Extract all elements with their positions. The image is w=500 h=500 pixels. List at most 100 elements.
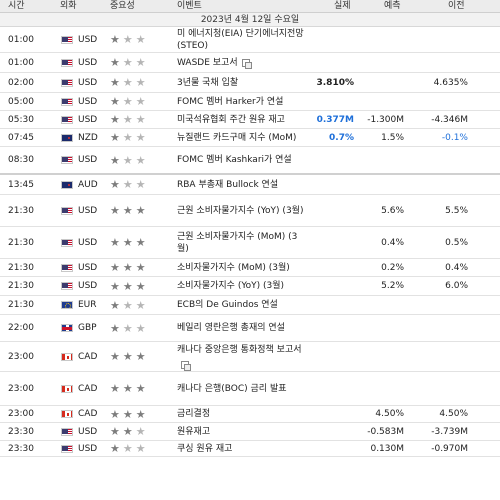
event-name-label[interactable]: FOMC 멤버 Kashkari가 연설: [177, 155, 292, 165]
event-name-label[interactable]: 캐나다 중앙은행 통화정책 보고서: [177, 345, 302, 356]
star-icon: ★: [135, 425, 146, 438]
event-actual: [300, 441, 354, 456]
star-icon: ★: [122, 279, 133, 293]
document-icon[interactable]: [181, 360, 191, 371]
importance-stars: ★ ★ ★: [110, 227, 166, 258]
importance-stars: ★ ★ ★: [110, 277, 166, 295]
event-name[interactable]: FOMC 멤버 Harker가 연설: [177, 93, 307, 110]
event-row[interactable]: 21:30 USD ★ ★ ★ 소비자물가지수 (YoY) (3월) 5.2% 6.0%: [0, 277, 500, 296]
flag-us-icon: [60, 238, 73, 247]
event-row[interactable]: 23:30 USD ★ ★ ★ 원유재고 -0.583M -3.739M: [0, 423, 500, 441]
event-name[interactable]: 미 에너지청(EIA) 단기에너지전망(STEO): [177, 27, 307, 52]
event-previous: [420, 315, 468, 341]
event-time: 23:00: [8, 409, 34, 419]
document-icon[interactable]: [241, 58, 252, 69]
event-row[interactable]: 22:00 GBP ★ ★ ★ 베일리 영란은행 총재의 연설: [0, 315, 500, 342]
event-name-label[interactable]: 미 에너지청(EIA) 단기에너지전망(STEO): [177, 28, 304, 51]
importance-stars: ★ ★ ★: [110, 259, 166, 276]
event-row[interactable]: 23:00 CAD ★ ★ ★ 캐나다 은행(BOC) 금리 발표: [0, 372, 500, 406]
event-name-label[interactable]: ECB의 De Guindos 연설: [177, 300, 278, 310]
event-name-label[interactable]: 뉴질랜드 카드구매 지수 (MoM): [177, 132, 297, 143]
event-name[interactable]: 쿠싱 원유 재고: [177, 441, 307, 456]
event-name-label[interactable]: 근원 소비자물가지수 (MoM) (3월): [177, 231, 298, 254]
event-name-label[interactable]: 베일리 영란은행 총재의 연설: [177, 323, 285, 333]
event-previous: -0.1%: [441, 132, 468, 143]
importance-stars: ★ ★ ★: [110, 53, 166, 72]
flag-cell: [60, 175, 73, 194]
event-forecast: 0.4%: [381, 237, 404, 248]
event-row[interactable]: 21:30 USD ★ ★ ★ 근원 소비자물가지수 (YoY) (3월) 5.6% 5.5%: [0, 195, 500, 227]
star-icon: ★: [110, 382, 120, 395]
event-currency: AUD: [78, 179, 98, 190]
event-name[interactable]: 소비자물가지수 (MoM) (3월): [177, 259, 307, 276]
event-row[interactable]: 01:00 USD ★ ★ ★ WASDE 보고서: [0, 53, 500, 73]
importance-stars: ★ ★ ★: [110, 441, 166, 456]
event-name-label[interactable]: 쿠싱 원유 재고: [177, 443, 233, 454]
event-name[interactable]: ECB의 De Guindos 연설: [177, 296, 307, 314]
event-name[interactable]: 미국석유협회 주간 원유 재고: [177, 111, 307, 128]
event-name-label[interactable]: 원유재고: [177, 426, 211, 437]
event-name[interactable]: 근원 소비자물가지수 (YoY) (3월): [177, 195, 307, 226]
event-name[interactable]: 뉴질랜드 카드구매 지수 (MoM): [177, 129, 307, 146]
event-name[interactable]: 베일리 영란은행 총재의 연설: [177, 315, 307, 341]
event-row[interactable]: 05:00 USD ★ ★ ★ FOMC 멤버 Harker가 연설: [0, 93, 500, 111]
event-name[interactable]: 금리결정: [177, 406, 307, 422]
date-row: 2023년 4월 12일 수요일: [0, 13, 500, 27]
flag-cell: [60, 277, 73, 295]
event-row[interactable]: 21:30 USD ★ ★ ★ 근원 소비자물가지수 (MoM) (3월) 0.4% 0.5%: [0, 227, 500, 259]
event-name[interactable]: 원유재고: [177, 423, 307, 440]
event-actual: [300, 259, 354, 276]
event-name[interactable]: 캐나다 중앙은행 통화정책 보고서: [177, 342, 307, 371]
event-forecast: [356, 147, 404, 173]
event-previous: [420, 27, 468, 52]
event-row[interactable]: 23:00 CAD ★ ★ ★ 캐나다 중앙은행 통화정책 보고서: [0, 342, 500, 372]
star-icon: ★: [135, 204, 146, 217]
flag-cell: [60, 423, 73, 440]
star-icon: ★: [122, 153, 133, 167]
event-row[interactable]: 21:30 USD ★ ★ ★ 소비자물가지수 (MoM) (3월) 0.2% 0.4%: [0, 259, 500, 277]
header-previous: 이전: [448, 1, 465, 11]
star-icon: ★: [122, 298, 133, 312]
event-name[interactable]: 소비자물가지수 (YoY) (3월): [177, 277, 307, 295]
event-actual: 0.7%: [329, 132, 354, 143]
event-row[interactable]: 08:30 USD ★ ★ ★ FOMC 멤버 Kashkari가 연설: [0, 147, 500, 175]
event-name-label[interactable]: RBA 부총재 Bullock 연설: [177, 179, 279, 190]
event-row[interactable]: 05:30 USD ★ ★ ★ 미국석유협회 주간 원유 재고 0.377M -1.300M -…: [0, 111, 500, 129]
event-currency: CAD: [78, 409, 98, 419]
event-row[interactable]: 02:00 USD ★ ★ ★ 3년물 국채 입찰 3.810% 4.635%: [0, 73, 500, 93]
event-name-label[interactable]: WASDE 보고서: [177, 57, 238, 68]
event-previous: 6.0%: [445, 281, 468, 291]
event-name-label[interactable]: 미국석유협회 주간 원유 재고: [177, 114, 285, 125]
event-actual: [300, 406, 354, 422]
event-row[interactable]: 01:00 USD ★ ★ ★ 미 에너지청(EIA) 단기에너지전망(STEO): [0, 27, 500, 53]
event-name-label[interactable]: 금리결정: [177, 409, 211, 419]
star-icon: ★: [110, 178, 120, 191]
event-forecast: 4.50%: [375, 409, 404, 419]
event-name[interactable]: 근원 소비자물가지수 (MoM) (3월): [177, 227, 307, 258]
event-row[interactable]: 13:45 AUD ★ ★ ★ RBA 부총재 Bullock 연설: [0, 175, 500, 195]
event-name[interactable]: 3년물 국채 입찰: [177, 73, 307, 92]
star-icon: ★: [110, 407, 120, 421]
event-name-label[interactable]: FOMC 멤버 Harker가 연설: [177, 96, 284, 107]
event-row[interactable]: 07:45 NZD ★ ★ ★ 뉴질랜드 카드구매 지수 (MoM) 0.7% 1.5% -0.…: [0, 129, 500, 147]
event-actual: 0.377M: [316, 114, 354, 125]
event-actual: [300, 342, 354, 371]
event-previous: 0.5%: [445, 237, 468, 248]
flag-cell: [60, 227, 73, 258]
event-name-label[interactable]: 캐나다 은행(BOC) 금리 발표: [177, 383, 287, 394]
event-currency: USD: [78, 443, 98, 454]
event-name-label[interactable]: 근원 소비자물가지수 (YoY) (3월): [177, 205, 304, 216]
star-icon: ★: [122, 113, 133, 126]
flag-us-icon: [60, 35, 73, 44]
event-name[interactable]: WASDE 보고서: [177, 53, 307, 72]
event-name-label[interactable]: 소비자물가지수 (YoY) (3월): [177, 281, 285, 291]
event-row[interactable]: 23:30 USD ★ ★ ★ 쿠싱 원유 재고 0.130M -0.970M: [0, 441, 500, 457]
event-row[interactable]: 21:30 EUR ★ ★ ★ ECB의 De Guindos 연설: [0, 296, 500, 315]
event-row[interactable]: 23:00 CAD ★ ★ ★ 금리결정 4.50% 4.50%: [0, 406, 500, 423]
event-name[interactable]: RBA 부총재 Bullock 연설: [177, 175, 307, 194]
flag-gb-icon: [60, 324, 73, 332]
event-name[interactable]: 캐나다 은행(BOC) 금리 발표: [177, 372, 307, 405]
event-name[interactable]: FOMC 멤버 Kashkari가 연설: [177, 147, 307, 173]
event-name-label[interactable]: 3년물 국채 입찰: [177, 77, 239, 88]
event-name-label[interactable]: 소비자물가지수 (MoM) (3월): [177, 262, 290, 273]
